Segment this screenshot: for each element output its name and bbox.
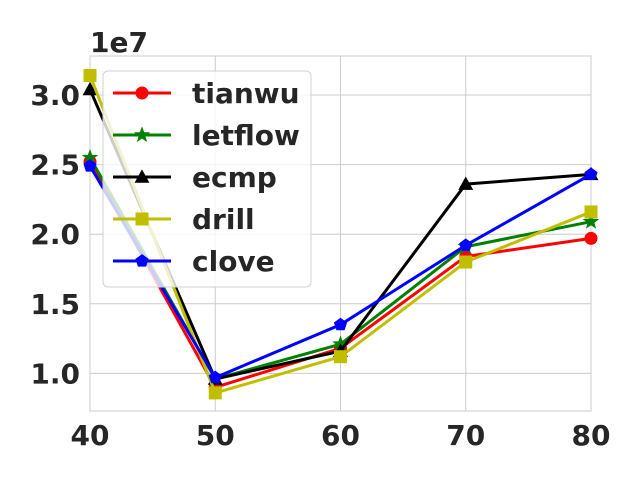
legend-marker [135, 86, 149, 100]
legend-item-tianwu: tianwu [113, 77, 300, 110]
data-point-drill [459, 255, 473, 269]
legend-marker [135, 254, 149, 267]
data-point-clove [208, 370, 222, 384]
y-tick-label: 1.5 [30, 288, 80, 321]
legend-item-letflow: letflow [113, 119, 300, 152]
data-point-ecmp [82, 81, 98, 96]
y-tick-label: 2.5 [30, 149, 80, 182]
legend-marker [133, 126, 151, 142]
legend-label: drill [192, 203, 255, 236]
legend-item-drill: drill [113, 203, 255, 236]
y-tick-label: 2.0 [30, 218, 80, 251]
legend-label: tianwu [192, 77, 300, 110]
data-point-drill [83, 68, 97, 82]
y-tick-label: 3.0 [30, 79, 80, 112]
axis-tick-labels: 40 50 60 70 80 1.0 1.5 2.0 2.5 3.0 [30, 79, 610, 452]
data-point-drill [584, 205, 598, 219]
legend-marker [135, 212, 149, 226]
data-point-ecmp [458, 176, 474, 190]
series-layer [81, 68, 600, 400]
data-point-clove [83, 159, 97, 172]
data-point-clove [459, 238, 473, 251]
data-point-tianwu [584, 231, 598, 245]
series-clove [83, 159, 598, 384]
y-tick-label: 1.0 [30, 357, 80, 390]
legend-label: ecmp [192, 161, 277, 194]
data-point-drill [208, 386, 222, 400]
x-tick-label: 60 [321, 419, 360, 452]
legend-marker [134, 169, 150, 183]
x-tick-label: 80 [572, 419, 611, 452]
x-tick-label: 50 [196, 419, 235, 452]
data-point-clove [333, 317, 348, 331]
y-axis-offset-label: 1e7 [90, 26, 148, 59]
legend-item-ecmp: ecmp [113, 161, 277, 194]
x-tick-label: 40 [71, 419, 110, 452]
legend-label: letflow [192, 119, 300, 152]
data-point-clove [584, 167, 598, 180]
legend-box [102, 70, 312, 288]
legend-label: clove [192, 245, 275, 278]
data-point-letflow [582, 213, 600, 229]
data-point-drill [334, 350, 347, 364]
legend: tianwu letflow ecmp drill clove [102, 70, 312, 288]
legend-item-clove: clove [113, 245, 275, 278]
x-tick-label: 70 [446, 419, 485, 452]
